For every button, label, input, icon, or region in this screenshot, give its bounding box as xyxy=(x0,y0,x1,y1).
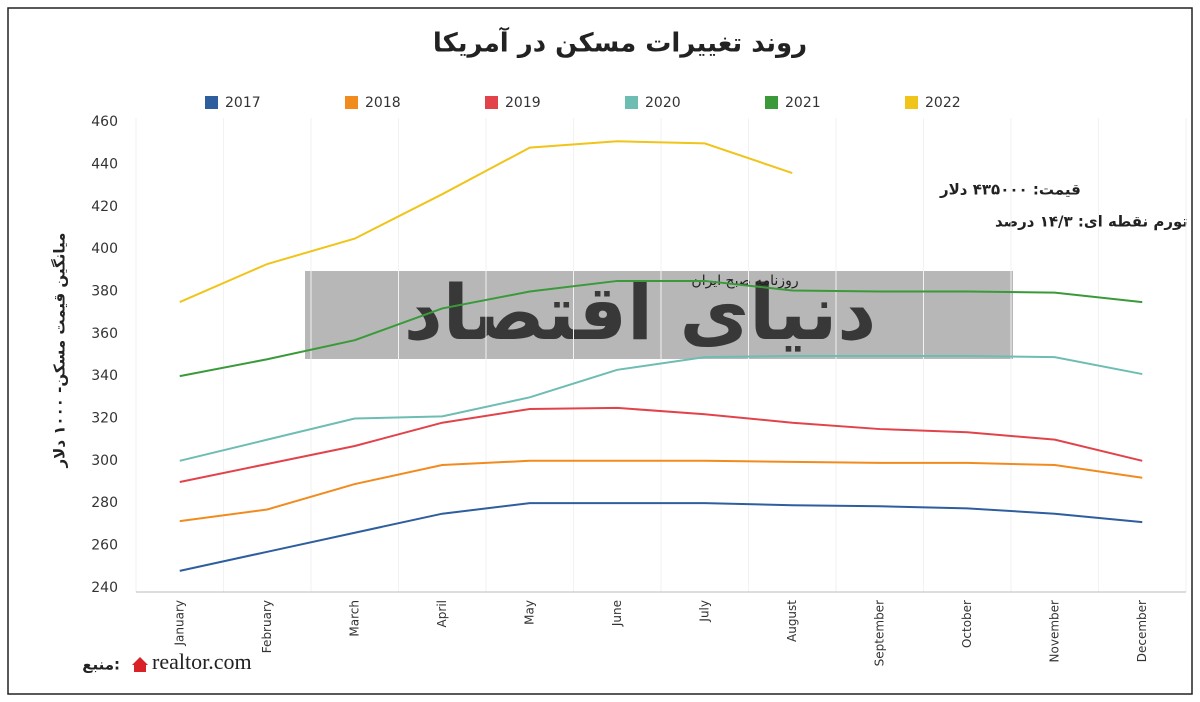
x-tick-label: June xyxy=(610,600,624,627)
y-tick-label: 240 xyxy=(91,580,118,596)
x-tick-label: November xyxy=(1047,600,1061,662)
x-tick-label: February xyxy=(260,600,274,653)
y-tick-label: 360 xyxy=(91,326,118,342)
x-tick-label: March xyxy=(347,600,361,637)
y-axis-label: میانگین قیمت مسکن- ۱۰۰۰ دلار xyxy=(51,233,69,469)
legend-swatch xyxy=(765,96,778,109)
x-tick-label: September xyxy=(872,600,886,666)
source-icon xyxy=(132,657,148,672)
x-tick-label: December xyxy=(1135,600,1149,662)
y-tick-label: 340 xyxy=(91,368,118,384)
watermark: دنیای اقتصاد xyxy=(404,268,876,357)
legend-swatch xyxy=(905,96,918,109)
legend-swatch xyxy=(345,96,358,109)
legend-label: 2022 xyxy=(925,95,961,111)
y-tick-label: 460 xyxy=(91,114,118,130)
chart-title: روند تغییرات مسکن در آمریکا xyxy=(433,27,807,59)
x-tick-label: October xyxy=(960,600,974,648)
frame xyxy=(7,7,1193,695)
legend-label: 2018 xyxy=(365,95,401,111)
y-tick-label: 320 xyxy=(91,410,118,426)
y-tick-label: 380 xyxy=(91,284,118,300)
annotation: تورم نقطه ای: ۱۴/۳ درصد xyxy=(995,213,1188,231)
annotation: قیمت: ۴۳۵۰۰۰ دلار xyxy=(939,181,1081,199)
watermark-sub: روزنامه صبح ایران xyxy=(691,273,798,289)
legend-swatch xyxy=(205,96,218,109)
line xyxy=(179,502,1143,572)
legend-label: 2020 xyxy=(645,95,681,111)
line xyxy=(179,355,1143,462)
y-tick-label: 440 xyxy=(91,157,118,173)
x-tick-label: January xyxy=(172,600,186,647)
y-tick-label: 280 xyxy=(91,495,118,511)
legend-swatch xyxy=(485,96,498,109)
x-tick-label: July xyxy=(697,600,711,623)
line xyxy=(179,406,1143,483)
y-tick-label: 260 xyxy=(91,537,118,553)
y-tick-label: 300 xyxy=(91,453,118,469)
x-tick-label: August xyxy=(785,600,799,642)
y-tick-label: 400 xyxy=(91,241,118,257)
y-tick-label: 420 xyxy=(91,199,118,215)
source-label: منبع: xyxy=(82,656,120,674)
legend-swatch xyxy=(625,96,638,109)
source: realtor.com xyxy=(152,649,252,674)
line xyxy=(179,140,793,304)
line xyxy=(179,279,1143,378)
line xyxy=(179,459,1143,523)
x-tick-label: April xyxy=(435,600,449,627)
legend-label: 2019 xyxy=(505,95,541,111)
legend-label: 2017 xyxy=(225,95,261,111)
x-tick-label: May xyxy=(522,600,536,625)
legend-label: 2021 xyxy=(785,95,821,111)
